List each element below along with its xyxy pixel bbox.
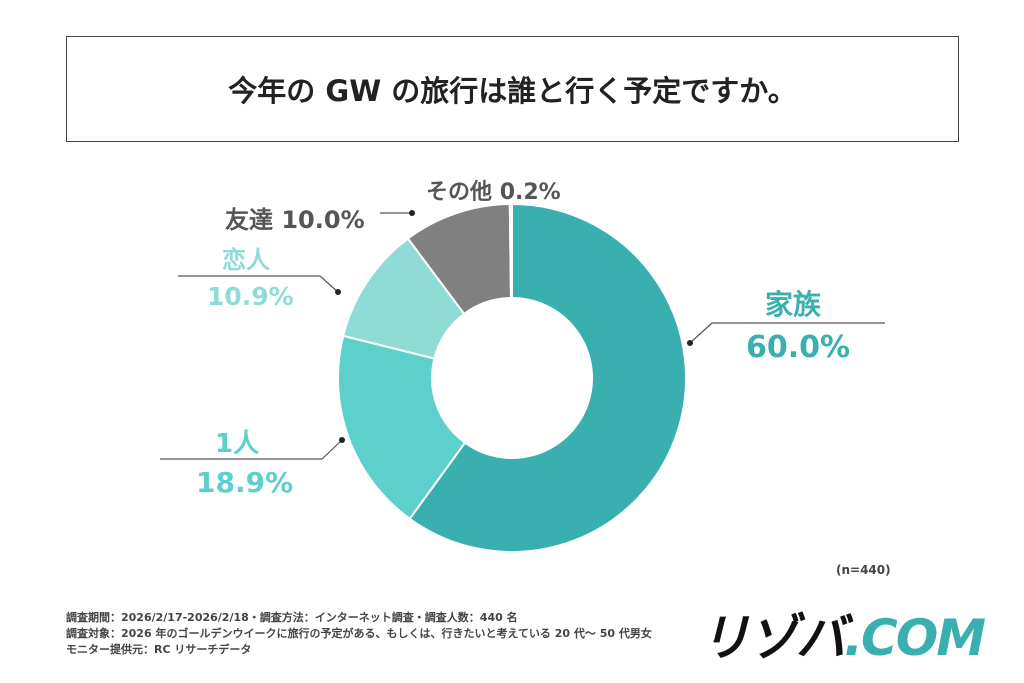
leader-dot bbox=[409, 210, 415, 216]
label-partner: 恋人 bbox=[222, 246, 270, 274]
value-partner: 10.9% bbox=[207, 282, 294, 311]
note-line: 調査対象：2026 年のゴールデンウイークに旅行の予定がある、もしくは、行きたい… bbox=[66, 627, 652, 640]
leader-dot bbox=[687, 340, 693, 346]
logo-main: リゾバ bbox=[700, 609, 846, 667]
slice-4 bbox=[508, 202, 513, 300]
slice-0 bbox=[408, 202, 687, 553]
survey-notes: 調査期間：2026/2/17-2026/2/18・調査方法：インターネット調査・… bbox=[66, 610, 652, 658]
label-solo: 1人 bbox=[215, 429, 260, 459]
leader-dot bbox=[339, 437, 345, 443]
value-family: 60.0% bbox=[746, 330, 851, 365]
label-other: その他 0.2% bbox=[426, 174, 561, 206]
logo-suffix: .COM bbox=[844, 609, 986, 667]
title-box: 今年の GW の旅行は誰と行く予定ですか。 bbox=[66, 36, 959, 142]
label-friends-text: 友達 bbox=[225, 206, 273, 234]
leader-line bbox=[178, 275, 339, 293]
chart-title: 今年の GW の旅行は誰と行く予定ですか。 bbox=[228, 74, 797, 108]
logo: リゾバ.COM bbox=[700, 598, 986, 670]
leader-dot bbox=[335, 289, 341, 295]
leader-line bbox=[689, 322, 885, 344]
slice-1 bbox=[337, 334, 467, 521]
sample-size: (n=440) bbox=[836, 563, 891, 577]
label-other-text: その他 bbox=[426, 180, 493, 205]
value-solo: 18.9% bbox=[196, 466, 294, 499]
label-friends: 友達 10.0% bbox=[225, 200, 365, 235]
label-family: 家族 bbox=[765, 288, 822, 321]
note-line: 調査期間：2026/2/17-2026/2/18・調査方法：インターネット調査・… bbox=[66, 611, 518, 624]
value-friends: 10.0% bbox=[281, 206, 365, 234]
leader-line bbox=[160, 439, 343, 460]
value-other: 0.2% bbox=[499, 180, 561, 205]
note-line: モニター提供元：RC リサーチデータ bbox=[66, 643, 252, 656]
